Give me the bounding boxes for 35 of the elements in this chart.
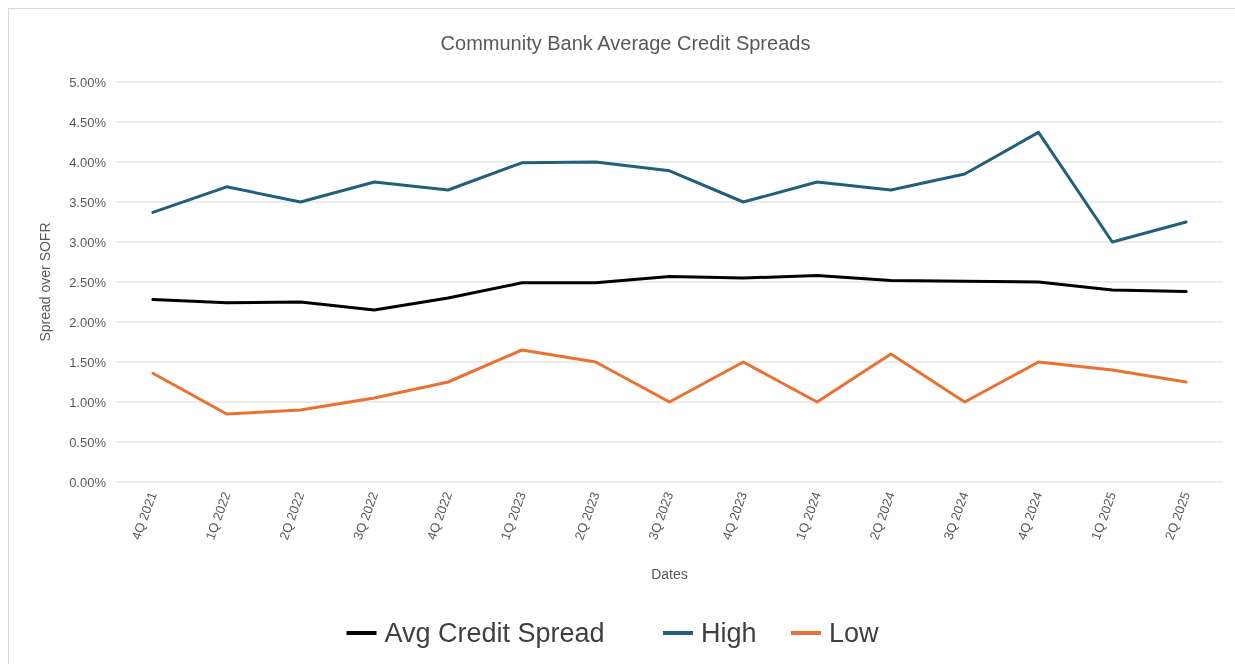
- y-tick-label: 0.50%: [69, 434, 107, 450]
- x-tick-label: 2Q 2025: [1161, 489, 1193, 542]
- y-axis-title: Spread over SOFR: [37, 222, 53, 342]
- x-tick-label: 2Q 2023: [571, 489, 603, 542]
- y-tick-label: 2.00%: [69, 314, 107, 330]
- y-tick-label: 3.00%: [69, 234, 107, 250]
- x-tick-label: 3Q 2022: [349, 489, 382, 542]
- x-tick-label: 1Q 2023: [497, 489, 529, 542]
- y-tick-label: 2.50%: [69, 274, 107, 290]
- legend-label: High: [701, 618, 757, 649]
- legend-label: Avg Credit Spread: [384, 618, 605, 649]
- x-tick-label: 2Q 2024: [866, 489, 898, 542]
- legend-label: Low: [829, 618, 880, 649]
- chart-title: Community Bank Average Credit Spreads: [440, 32, 811, 54]
- y-tick-label: 1.50%: [69, 354, 107, 370]
- line-series: [151, 274, 1188, 312]
- y-tick-label: 1.00%: [69, 394, 107, 410]
- x-tick-label: 1Q 2024: [792, 489, 824, 542]
- y-tick-label: 4.00%: [69, 154, 107, 170]
- x-tick-label: 4Q 2024: [1014, 489, 1046, 542]
- x-tick-label: 2Q 2022: [276, 489, 308, 542]
- line-series: [151, 348, 1188, 416]
- x-tick-label: 4Q 2021: [128, 489, 160, 542]
- x-axis-title: Dates: [651, 566, 688, 582]
- y-tick-label: 0.00%: [69, 474, 107, 490]
- y-tick-label: 5.00%: [69, 74, 107, 90]
- x-tick-label: 4Q 2022: [423, 489, 455, 542]
- x-tick-label: 4Q 2023: [718, 489, 751, 542]
- x-tick-label: 3Q 2024: [940, 489, 972, 542]
- line-series: [151, 130, 1188, 244]
- y-tick-label: 3.50%: [69, 194, 107, 210]
- x-tick-label: 1Q 2022: [202, 489, 234, 542]
- y-tick-label: 4.50%: [69, 114, 107, 130]
- x-tick-label: 3Q 2023: [645, 489, 677, 542]
- x-tick-label: 1Q 2025: [1087, 489, 1120, 542]
